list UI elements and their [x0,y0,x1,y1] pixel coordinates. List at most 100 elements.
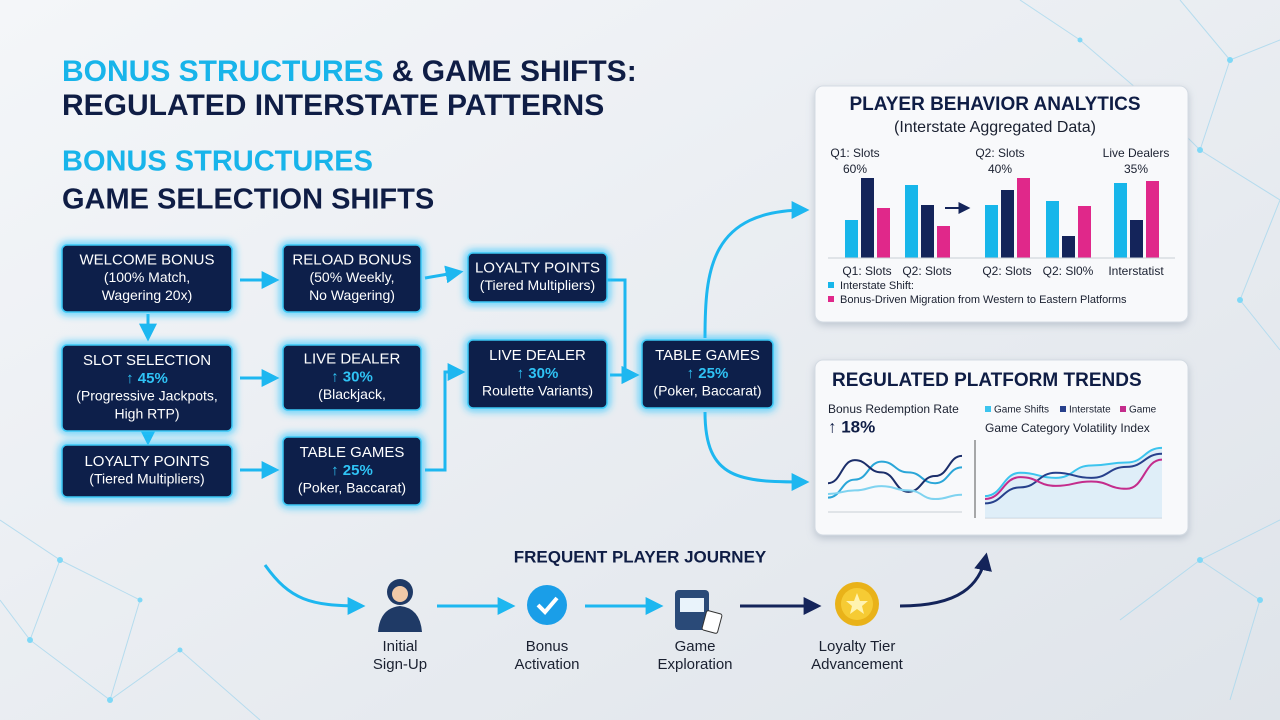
bar [1001,190,1014,258]
metric-value: ↑ 18% [828,417,875,436]
node-text: High RTP) [114,406,179,422]
node-text: (Tiered Multipliers) [480,277,595,293]
flow-nodes: WELCOME BONUS(100% Match, Wagering 20x) SL… [59,242,776,508]
node-text: LIVE DEALER [304,350,401,367]
x-label: Q2: Slots [982,264,1031,278]
step-label: Sign-Up [373,656,427,673]
bar [1046,201,1059,258]
node-text: (Poker, Baccarat) [653,383,761,399]
node-text: TABLE GAMES [655,347,760,364]
legend-swatch [1120,406,1126,412]
node-text: SLOT SELECTION [83,352,211,369]
trend-line [984,446,1163,498]
legend-text: Game [1129,405,1157,416]
legend-text: Game Shifts [994,405,1049,416]
node-text: TABLE GAMES [300,444,405,461]
x-label: Q2: Slots [902,264,951,278]
trend-line [827,454,963,493]
panel-subtitle: (Interstate Aggregated Data) [894,119,1096,136]
node-text: (Progressive Jackpots, [76,388,218,404]
node-text: ↑ 25% [331,462,373,479]
callout-value: 35% [1124,162,1148,176]
bar [877,208,890,258]
index-label: Game Category Volatility Index [985,421,1150,435]
step-label: Bonus [526,638,569,655]
node-text: ↑ 25% [687,365,729,382]
icon-medal [835,582,879,626]
node-text: (Poker, Baccarat) [298,480,406,496]
bar [1130,220,1143,258]
icon-slot [675,590,723,634]
node-box [61,444,233,498]
subtitle: GAME SELECTION SHIFTS [62,184,434,216]
x-label: Q1: Slots [842,264,891,278]
node-text: LIVE DEALER [489,347,586,364]
node-text: (Tiered Multipliers) [89,471,204,487]
trend-line [984,458,1163,501]
legend-swatch [828,296,834,302]
network-nodes [27,37,1263,703]
node-text: (50% Weekly, [309,269,394,285]
bar [1062,236,1075,258]
icon-person [378,579,422,632]
trend-line [827,460,963,499]
title-line: REGULATED INTERSTATE PATTERNS [62,89,604,122]
analytics-chart: Q1: Slots Q2: Slots Q2: Slots Q2: Sl0% Inter… [828,146,1175,306]
trend-line [984,452,1163,505]
metric-label: Bonus Redemption Rate [828,402,959,416]
node-text: (100% Match, [104,269,190,285]
node-text: Roulette Variants) [482,383,593,399]
node-text: ↑ 30% [517,365,559,382]
node-text: ↑ 30% [331,368,373,385]
node-text: LOYALTY POINTS [84,453,209,470]
journey-arrows [740,552,992,615]
bar [1078,206,1091,258]
bar [1017,178,1030,258]
x-label: Q2: Sl0% [1043,264,1094,278]
node-box [61,344,233,432]
bar [845,220,858,258]
legend-text: Interstate Shift: [840,280,914,292]
callout-label: Q2: Slots [975,146,1024,160]
step-label: Loyalty Tier [819,638,896,655]
panel-title: PLAYER BEHAVIOR ANALYTICS [849,94,1140,115]
title-line: BONUS STRUCTURES & GAME SHIFTS: [62,55,637,88]
node-box [467,252,608,303]
node-box [282,244,422,313]
legend-text: Bonus-Driven Migration from Western to E… [840,294,1127,306]
callout-label: Live Dealers [1103,146,1170,160]
node-text: ↑ 45% [126,370,168,387]
bar [937,226,950,258]
node-box [61,244,233,313]
subtitle: BONUS STRUCTURES [62,146,373,178]
node-text: LOYALTY POINTS [475,259,600,276]
trends-charts: Game Shifts Interstate Game [827,405,1163,519]
node-text: WELCOME BONUS [79,251,214,268]
bar [921,205,934,258]
panel-title: REGULATED PLATFORM TRENDS [832,370,1142,391]
flow-arrows [139,201,810,615]
callout-label: Q1: Slots [830,146,879,160]
node-text: No Wagering) [309,287,395,303]
step-label: Exploration [657,656,732,673]
node-text: RELOAD BONUS [292,251,411,268]
step-label: Advancement [811,656,904,673]
node-box [282,436,422,506]
step-label: Activation [514,656,579,673]
legend-text: Interstate [1069,405,1111,416]
legend-swatch [1060,406,1066,412]
callout-value: 40% [988,162,1012,176]
title-accent: BONUS STRUCTURES [62,55,384,88]
legend-swatch [828,282,834,288]
bar [861,178,874,258]
legend-swatch [985,406,991,412]
node-box [282,344,422,411]
bar [1146,181,1159,258]
bar [985,205,998,258]
node-box [641,339,774,409]
step-label: Game [675,638,716,655]
node-text: Wagering 20x) [102,287,193,303]
bar [1114,183,1127,258]
